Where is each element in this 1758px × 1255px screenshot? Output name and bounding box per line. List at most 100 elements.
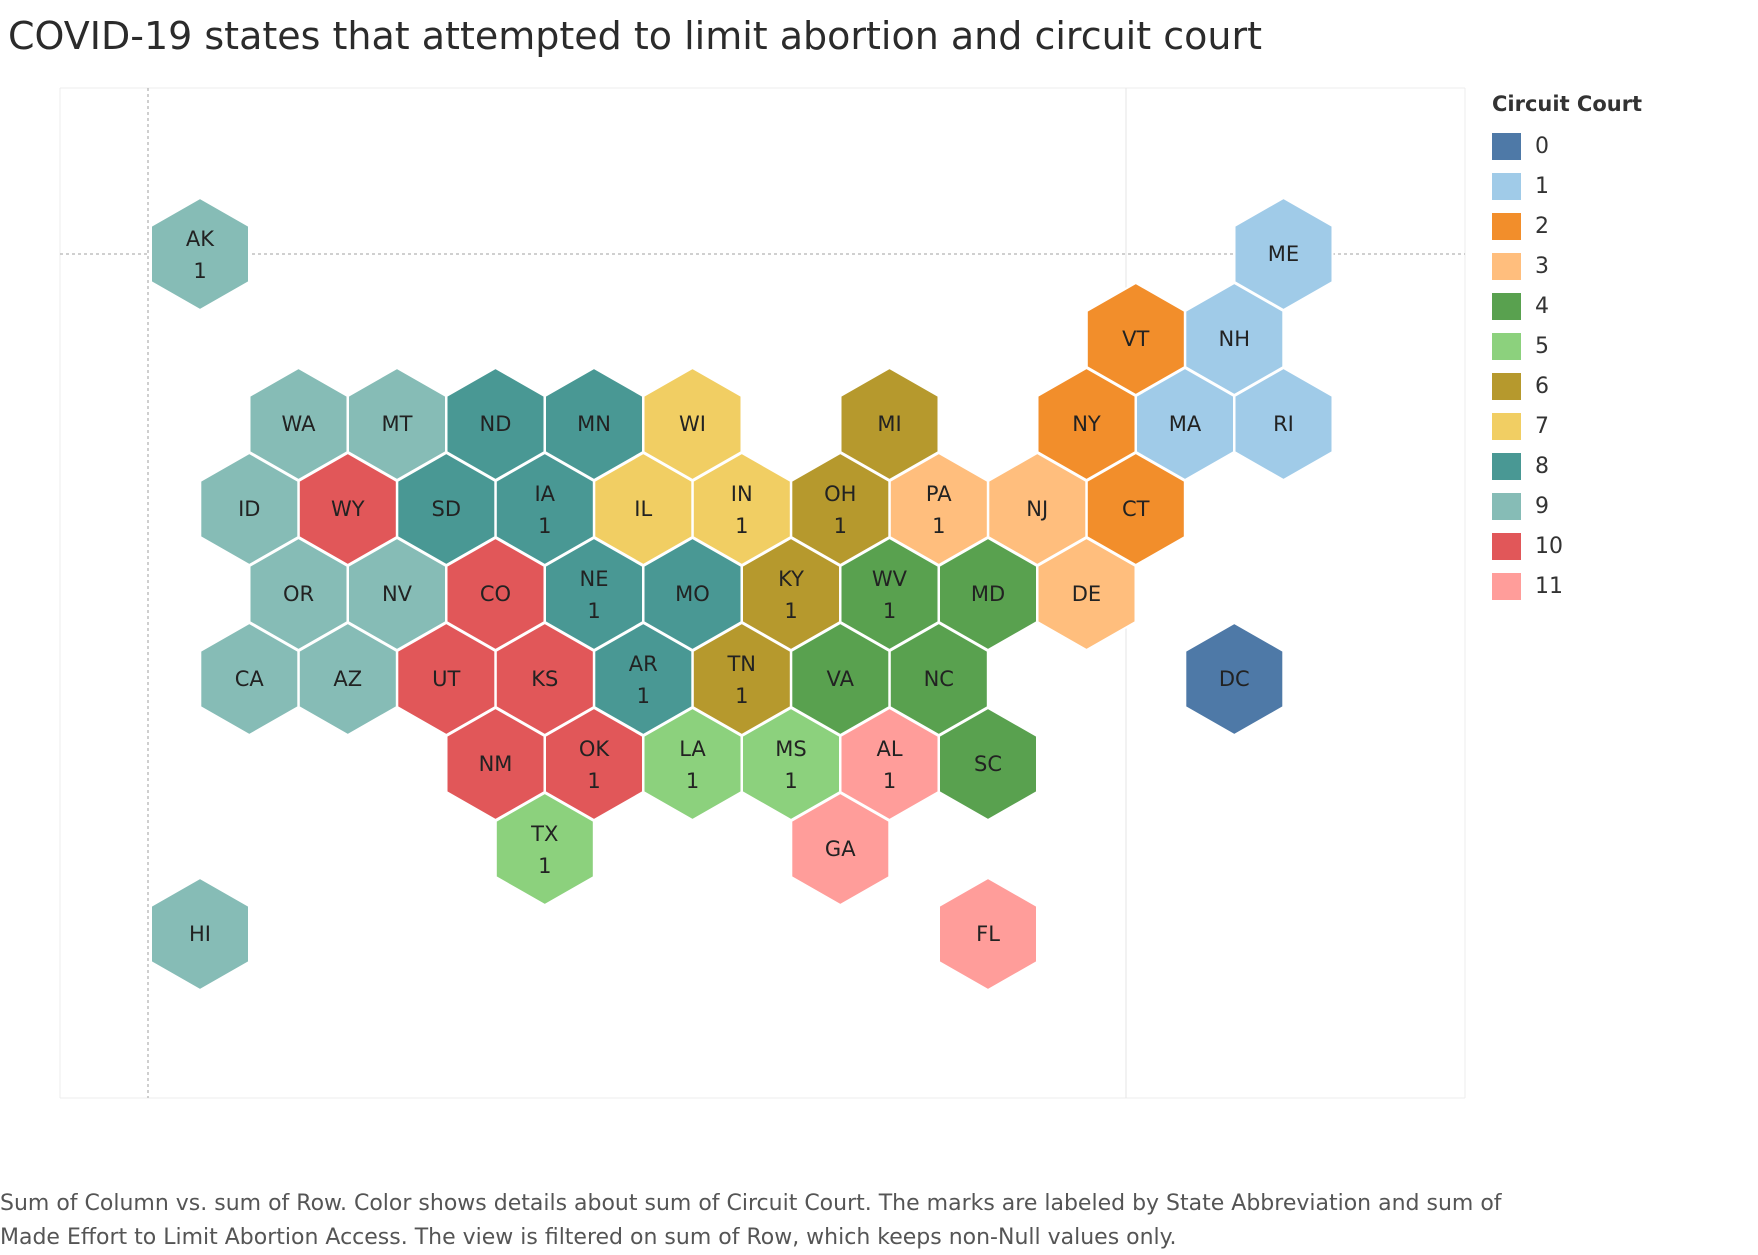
legend-swatch xyxy=(1492,412,1521,440)
state-abbr-label: KY xyxy=(778,567,804,591)
state-effort-label: 1 xyxy=(193,259,206,283)
state-abbr-label: NY xyxy=(1072,412,1101,436)
legend-swatch xyxy=(1492,292,1521,320)
state-abbr-label: MD xyxy=(971,582,1005,606)
state-abbr-label: IN xyxy=(731,482,753,506)
hex-layer: AK 1 ME VT NH WA MT ND MN WI MI NY MA RI ID WY SD IA 1 IL IN… xyxy=(150,196,1334,992)
legend-title: Circuit Court xyxy=(1492,92,1643,116)
state-hex-shape xyxy=(494,791,595,907)
state-abbr-label: NH xyxy=(1219,327,1251,351)
state-hex-hi[interactable]: HI xyxy=(150,876,250,992)
state-abbr-label: ME xyxy=(1268,242,1299,266)
state-effort-label: 1 xyxy=(538,514,551,538)
state-hex-co[interactable]: CO xyxy=(445,536,546,652)
state-abbr-label: MI xyxy=(877,412,901,436)
legend-item[interactable]: 4 xyxy=(1492,286,1642,326)
legend-item[interactable]: 11 xyxy=(1492,566,1642,606)
legend-label: 2 xyxy=(1535,213,1549,239)
legend-item[interactable]: 0 xyxy=(1492,126,1642,166)
legend-item[interactable]: 7 xyxy=(1492,406,1642,446)
legend-label: 4 xyxy=(1535,293,1549,319)
legend-item[interactable]: 5 xyxy=(1492,326,1642,366)
state-abbr-label: RI xyxy=(1273,412,1294,436)
state-effort-label: 1 xyxy=(784,599,797,623)
state-hex-shape xyxy=(1085,451,1186,567)
state-abbr-label: AL xyxy=(876,737,902,761)
legend-label: 6 xyxy=(1535,373,1549,399)
legend-label: 8 xyxy=(1535,453,1549,479)
legend-label: 10 xyxy=(1535,533,1563,559)
state-abbr-label: KS xyxy=(531,667,558,691)
state-effort-label: 1 xyxy=(587,599,600,623)
legend-label: 3 xyxy=(1535,253,1549,279)
state-abbr-label: MN xyxy=(577,412,611,436)
legend: Circuit Court 0 1 2 3 4 5 6 7 8 9 10 11 xyxy=(1492,92,1642,606)
state-abbr-label: SD xyxy=(431,497,461,521)
legend-item[interactable]: 10 xyxy=(1492,526,1642,566)
legend-swatch xyxy=(1492,212,1521,240)
legend-label: 5 xyxy=(1535,333,1549,359)
state-hex-de[interactable]: DE xyxy=(1036,536,1137,652)
legend-items: 0 1 2 3 4 5 6 7 8 9 10 11 xyxy=(1492,126,1642,606)
state-hex-nm[interactable]: NM xyxy=(445,706,546,822)
legend-item[interactable]: 3 xyxy=(1492,246,1642,286)
state-abbr-label: AZ xyxy=(333,667,362,691)
state-hex-tx[interactable]: TX 1 xyxy=(494,791,595,907)
state-abbr-label: NM xyxy=(479,752,513,776)
state-abbr-label: MT xyxy=(382,412,413,436)
state-hex-dc[interactable]: DC xyxy=(1184,621,1285,737)
state-hex-sc[interactable]: SC xyxy=(938,706,1038,822)
state-hex-ok[interactable]: OK 1 xyxy=(544,706,644,822)
state-abbr-label: ND xyxy=(480,412,512,436)
caption: Sum of Column vs. sum of Row. Color show… xyxy=(0,1191,1502,1250)
hex-map: AK 1 ME VT NH WA MT ND MN WI MI NY MA RI ID WY SD IA 1 IL IN… xyxy=(59,87,1466,1099)
state-hex-ri[interactable]: RI xyxy=(1233,366,1334,482)
state-abbr-label: WI xyxy=(679,412,706,436)
state-hex-nh[interactable]: NH xyxy=(1184,281,1285,397)
legend-item[interactable]: 1 xyxy=(1492,166,1642,206)
state-effort-label: 1 xyxy=(784,769,797,793)
state-effort-label: 1 xyxy=(883,599,896,623)
legend-label: 0 xyxy=(1535,133,1549,159)
state-hex-me[interactable]: ME xyxy=(1233,196,1334,312)
state-hex-la[interactable]: LA 1 xyxy=(642,706,743,822)
legend-item[interactable]: 6 xyxy=(1492,366,1642,406)
state-hex-pa[interactable]: PA 1 xyxy=(888,451,989,567)
legend-label: 9 xyxy=(1535,493,1549,519)
state-hex-shape xyxy=(1036,536,1137,652)
state-abbr-label: CO xyxy=(480,582,511,606)
state-effort-label: 1 xyxy=(735,684,748,708)
state-effort-label: 1 xyxy=(932,514,945,538)
state-abbr-label: AR xyxy=(629,652,658,676)
state-abbr-label: GA xyxy=(825,837,856,861)
state-abbr-label: DC xyxy=(1219,667,1250,691)
state-hex-fl[interactable]: FL xyxy=(938,876,1038,992)
chart-title: COVID-19 states that attempted to limit … xyxy=(8,14,1262,58)
state-hex-shape xyxy=(150,196,250,312)
legend-swatch xyxy=(1492,492,1521,520)
state-hex-ms[interactable]: MS 1 xyxy=(741,706,841,822)
legend-item[interactable]: 2 xyxy=(1492,206,1642,246)
state-hex-shape xyxy=(938,706,1038,822)
state-hex-ct[interactable]: CT xyxy=(1085,451,1186,567)
legend-item[interactable]: 9 xyxy=(1492,486,1642,526)
state-abbr-label: MO xyxy=(675,582,710,606)
legend-item[interactable]: 8 xyxy=(1492,446,1642,486)
state-abbr-label: OK xyxy=(579,737,611,761)
state-hex-wv[interactable]: WV 1 xyxy=(839,536,940,652)
state-effort-label: 1 xyxy=(735,514,748,538)
state-abbr-label: VA xyxy=(827,667,855,691)
legend-swatch xyxy=(1492,532,1521,560)
state-hex-ak[interactable]: AK 1 xyxy=(150,196,250,312)
state-hex-ia[interactable]: IA 1 xyxy=(494,451,595,567)
state-abbr-label: TX xyxy=(530,822,558,846)
state-hex-ga[interactable]: GA xyxy=(790,791,891,907)
state-abbr-label: VT xyxy=(1122,327,1149,351)
state-abbr-label: WV xyxy=(872,567,908,591)
state-abbr-label: ID xyxy=(238,497,260,521)
legend-swatch xyxy=(1492,572,1521,600)
state-hex-or[interactable]: OR xyxy=(248,536,349,652)
state-hex-shape xyxy=(1184,621,1285,737)
state-hex-shape xyxy=(790,791,891,907)
legend-swatch xyxy=(1492,172,1521,200)
